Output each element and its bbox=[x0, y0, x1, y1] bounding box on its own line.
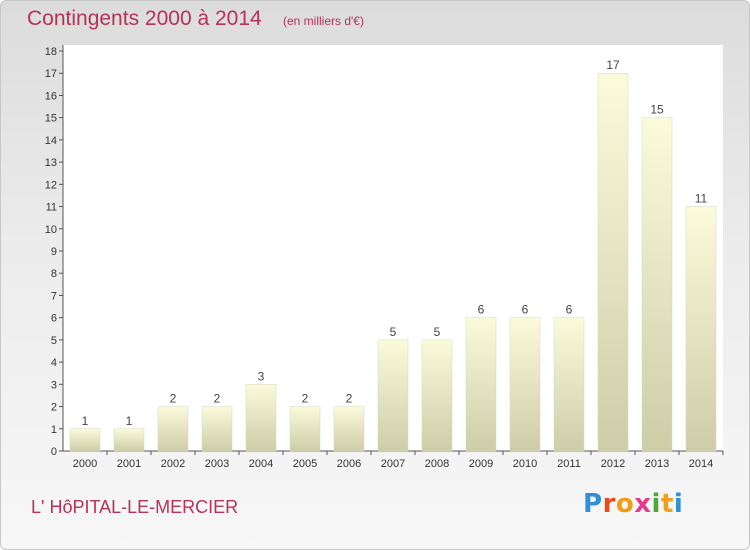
bar-value-label: 6 bbox=[566, 303, 573, 317]
logo-letter: i bbox=[651, 489, 661, 519]
x-tick-label: 2010 bbox=[513, 458, 537, 470]
y-tick-label: 18 bbox=[45, 46, 57, 58]
bar-2004 bbox=[245, 384, 277, 452]
bar-2011 bbox=[553, 317, 585, 452]
x-tick-label: 2002 bbox=[161, 458, 185, 470]
x-tick-label: 2011 bbox=[557, 458, 581, 470]
bar-2007 bbox=[377, 339, 409, 452]
x-tick-label: 2013 bbox=[645, 458, 669, 470]
bar-value-label: 1 bbox=[126, 414, 133, 428]
x-tick-label: 2005 bbox=[293, 458, 317, 470]
x-tick-label: 2009 bbox=[469, 458, 493, 470]
bar-2003 bbox=[201, 406, 233, 452]
y-tick-label: 11 bbox=[46, 202, 57, 214]
x-tick-label: 2000 bbox=[73, 458, 97, 470]
y-tick-label: 12 bbox=[45, 179, 57, 191]
bar-value-label: 6 bbox=[522, 303, 529, 317]
y-tick-label: 2 bbox=[51, 402, 57, 414]
y-tick-label: 16 bbox=[45, 90, 57, 102]
bar-2000 bbox=[69, 428, 101, 452]
x-tick-label: 2006 bbox=[337, 458, 361, 470]
bar-2005 bbox=[289, 406, 321, 452]
x-tick-label: 2012 bbox=[601, 458, 625, 470]
logo-letter: x bbox=[634, 489, 652, 519]
place-name: L' HôPITAL-LE-MERCIER bbox=[31, 497, 239, 517]
chart-subtitle: (en milliers d'€) bbox=[283, 14, 364, 28]
y-tick-label: 1 bbox=[51, 424, 57, 436]
bar-value-label: 2 bbox=[346, 392, 353, 406]
bar-2013 bbox=[641, 117, 673, 452]
x-tick-label: 2014 bbox=[689, 458, 713, 470]
bar-value-label: 2 bbox=[302, 392, 309, 406]
logo-letter: r bbox=[602, 489, 616, 519]
bar-2010 bbox=[509, 317, 541, 452]
y-tick-label: 8 bbox=[51, 268, 57, 280]
bar-2014 bbox=[685, 206, 717, 452]
bar-value-label: 5 bbox=[390, 325, 397, 339]
bar-2012 bbox=[597, 72, 629, 452]
x-tick-label: 2007 bbox=[381, 458, 405, 470]
bar-2002 bbox=[157, 406, 189, 452]
y-tick-label: 4 bbox=[51, 357, 57, 369]
logo-letter: o bbox=[615, 489, 635, 519]
bar-value-label: 6 bbox=[478, 303, 485, 317]
x-tick-label: 2003 bbox=[205, 458, 229, 470]
y-tick-label: 7 bbox=[51, 290, 57, 302]
y-tick-label: 15 bbox=[45, 113, 57, 125]
y-tick-label: 14 bbox=[45, 135, 57, 147]
bar-value-label: 2 bbox=[214, 392, 221, 406]
y-tick-label: 17 bbox=[45, 68, 57, 80]
y-tick-label: 10 bbox=[45, 224, 57, 236]
logo-letter: P bbox=[583, 489, 603, 519]
y-tick-label: 9 bbox=[51, 246, 57, 258]
x-tick-label: 2001 bbox=[117, 458, 141, 470]
proxiti-logo: Proxiti bbox=[583, 489, 683, 519]
y-tick-label: 5 bbox=[51, 335, 57, 347]
bar-value-label: 3 bbox=[258, 369, 265, 383]
bar-value-label: 1 bbox=[82, 414, 89, 428]
bar-2008 bbox=[421, 339, 453, 452]
x-tick-label: 2004 bbox=[249, 458, 273, 470]
bar-2001 bbox=[113, 428, 145, 452]
y-tick-label: 3 bbox=[51, 379, 57, 391]
bar-value-label: 17 bbox=[606, 58, 620, 72]
y-tick-label: 0 bbox=[51, 446, 57, 458]
logo-letter: t bbox=[660, 489, 674, 519]
y-tick-label: 6 bbox=[51, 313, 57, 325]
logo-letter: i bbox=[673, 489, 684, 519]
chart-title: Contingents 2000 à 2014 bbox=[27, 7, 262, 30]
bar-2006 bbox=[333, 406, 365, 452]
y-tick-label: 13 bbox=[45, 157, 57, 169]
bar-value-label: 11 bbox=[695, 192, 708, 206]
bar-2009 bbox=[465, 317, 497, 452]
bar-value-label: 5 bbox=[434, 325, 441, 339]
x-tick-label: 2008 bbox=[425, 458, 449, 470]
bar-value-label: 15 bbox=[650, 103, 664, 117]
bar-value-label: 2 bbox=[170, 392, 177, 406]
